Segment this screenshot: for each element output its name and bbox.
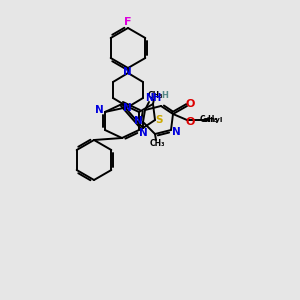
Text: C₂H₅: C₂H₅ <box>200 115 218 124</box>
Text: N: N <box>134 116 142 126</box>
Text: O: O <box>185 117 195 127</box>
Text: F: F <box>124 17 132 27</box>
Text: N: N <box>172 127 180 137</box>
Text: N: N <box>123 103 131 113</box>
Text: CH₃: CH₃ <box>149 140 165 148</box>
Text: CH₃: CH₃ <box>147 91 163 100</box>
Text: N: N <box>94 105 103 115</box>
Text: H: H <box>162 91 168 100</box>
Text: N: N <box>123 67 131 77</box>
Text: NH: NH <box>145 93 161 103</box>
Text: S: S <box>155 115 163 125</box>
Text: ethyl: ethyl <box>203 117 223 123</box>
Text: N: N <box>139 128 147 138</box>
Text: O: O <box>185 99 195 109</box>
